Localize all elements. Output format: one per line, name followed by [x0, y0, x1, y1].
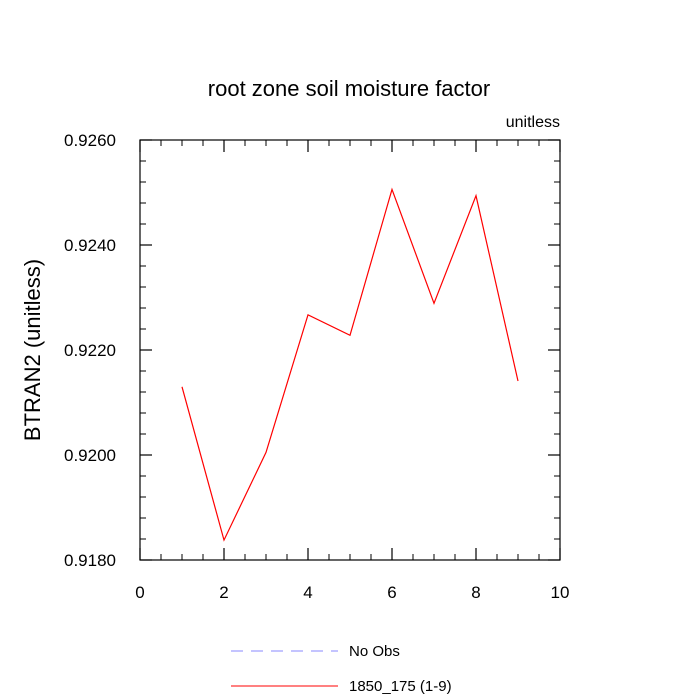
- y-tick-label: 0.9180: [64, 551, 116, 570]
- chart-title: root zone soil moisture factor: [208, 76, 490, 101]
- axis-ticks: [139, 139, 561, 561]
- x-tick-label: 4: [303, 583, 312, 602]
- units-label: unitless: [506, 114, 560, 131]
- legend-label: No Obs: [349, 643, 400, 660]
- y-tick-label: 0.9260: [64, 131, 116, 150]
- x-tick-label: 6: [387, 583, 396, 602]
- y-tick-label: 0.9200: [64, 446, 116, 465]
- y-tick-label: 0.9220: [64, 341, 116, 360]
- legend-label: 1850_175 (1-9): [349, 678, 452, 695]
- plot-frame: [139, 139, 561, 561]
- legend: No Obs 1850_175 (1-9): [231, 643, 452, 695]
- x-tick-label: 0: [135, 583, 144, 602]
- axis-tick-labels: 0 2 4 6 8 10 0.9180 0.9200 0.9220 0.9240 0.9260: [64, 131, 569, 602]
- x-tick-label: 10: [551, 583, 570, 602]
- y-tick-label: 0.9240: [64, 236, 116, 255]
- y-axis-label: BTRAN2 (unitless): [20, 259, 45, 441]
- series-group: [181, 187, 519, 542]
- series-line: [181, 187, 519, 542]
- x-tick-label: 8: [471, 583, 480, 602]
- x-tick-label: 2: [219, 583, 228, 602]
